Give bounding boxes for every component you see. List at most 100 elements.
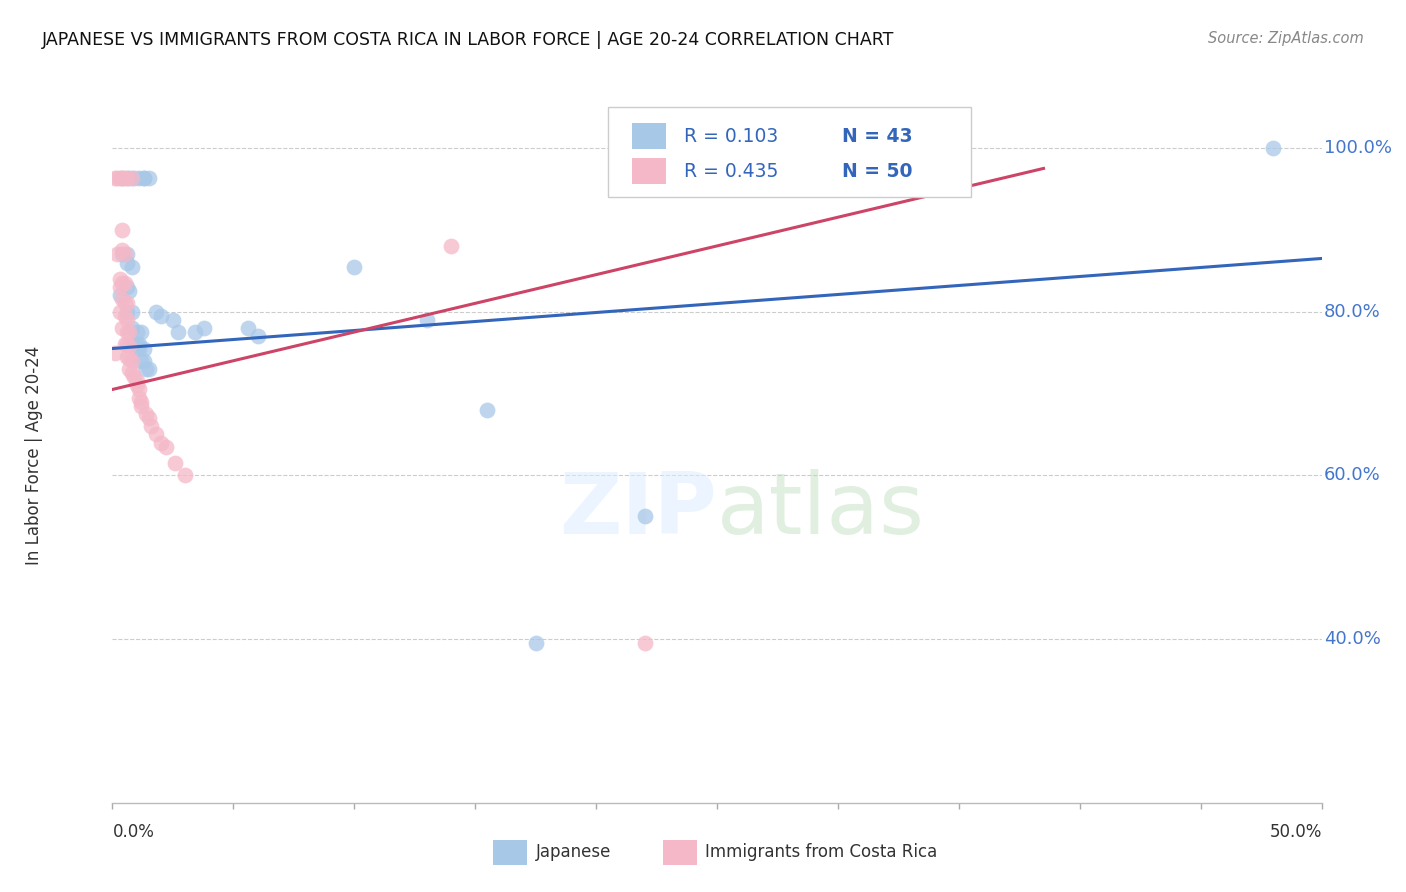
Text: 50.0%: 50.0% — [1270, 823, 1322, 841]
Point — [108, 171, 131, 186]
Point — [633, 636, 655, 650]
Point — [416, 313, 439, 327]
Point — [138, 171, 160, 186]
Point — [193, 321, 215, 335]
Point — [122, 370, 145, 384]
Point — [115, 280, 138, 294]
Point — [105, 247, 128, 261]
Point — [165, 456, 187, 470]
Point — [114, 337, 136, 351]
Text: R = 0.103: R = 0.103 — [685, 127, 779, 145]
Point — [115, 304, 138, 318]
Point — [118, 362, 141, 376]
Point — [111, 293, 134, 307]
FancyBboxPatch shape — [633, 158, 666, 185]
Point — [104, 171, 127, 186]
Point — [246, 329, 269, 343]
Point — [524, 636, 547, 650]
FancyBboxPatch shape — [609, 107, 972, 197]
Point — [141, 419, 163, 434]
Point — [108, 272, 131, 286]
Point — [118, 171, 141, 186]
Point — [121, 304, 143, 318]
Point — [111, 244, 134, 258]
Point — [131, 325, 153, 339]
Point — [131, 394, 153, 409]
Point — [145, 427, 167, 442]
Text: N = 50: N = 50 — [842, 161, 912, 180]
Point — [118, 284, 141, 298]
Point — [138, 411, 160, 425]
Text: R = 0.435: R = 0.435 — [685, 161, 779, 180]
Point — [128, 342, 150, 356]
Point — [135, 407, 157, 421]
Point — [121, 353, 143, 368]
Point — [114, 247, 136, 261]
Text: Source: ZipAtlas.com: Source: ZipAtlas.com — [1208, 31, 1364, 46]
Text: 40.0%: 40.0% — [1324, 630, 1381, 648]
Point — [125, 337, 148, 351]
Point — [111, 321, 134, 335]
Point — [183, 325, 205, 339]
Point — [118, 339, 141, 353]
FancyBboxPatch shape — [494, 840, 527, 865]
Point — [128, 383, 150, 397]
Text: Immigrants from Costa Rica: Immigrants from Costa Rica — [704, 843, 938, 861]
Point — [131, 399, 153, 413]
Point — [135, 362, 157, 376]
Point — [132, 353, 155, 368]
Point — [155, 440, 177, 454]
Point — [115, 350, 138, 364]
Point — [121, 366, 143, 380]
FancyBboxPatch shape — [633, 123, 666, 150]
Point — [115, 171, 138, 186]
Point — [111, 276, 134, 290]
Text: 0.0%: 0.0% — [112, 823, 155, 841]
Point — [149, 309, 172, 323]
Text: 100.0%: 100.0% — [1324, 139, 1392, 157]
Point — [343, 260, 366, 274]
Point — [104, 345, 127, 359]
FancyBboxPatch shape — [662, 840, 696, 865]
Point — [128, 391, 150, 405]
Point — [115, 313, 138, 327]
Point — [108, 304, 131, 318]
Point — [114, 276, 136, 290]
Point — [105, 171, 128, 186]
Point — [121, 260, 143, 274]
Point — [128, 337, 150, 351]
Point — [149, 435, 172, 450]
Point — [132, 342, 155, 356]
Text: Japanese: Japanese — [536, 843, 612, 861]
Point — [111, 171, 134, 186]
Point — [145, 304, 167, 318]
Point — [121, 171, 143, 186]
Point — [125, 378, 148, 392]
Point — [125, 374, 148, 388]
Point — [166, 325, 188, 339]
Point — [138, 362, 160, 376]
Point — [477, 403, 499, 417]
Point — [115, 296, 138, 310]
Point — [115, 247, 138, 261]
Point — [162, 313, 184, 327]
Text: 80.0%: 80.0% — [1324, 302, 1381, 321]
Point — [118, 351, 141, 366]
Point — [236, 321, 259, 335]
Point — [111, 223, 134, 237]
Point — [122, 337, 145, 351]
Point — [108, 280, 131, 294]
Point — [132, 171, 155, 186]
Point — [121, 321, 143, 335]
Point — [114, 309, 136, 323]
Point — [111, 171, 134, 186]
Point — [115, 255, 138, 269]
Text: atlas: atlas — [717, 469, 925, 552]
Point — [115, 337, 138, 351]
Point — [125, 325, 148, 339]
Point — [633, 509, 655, 524]
Point — [114, 296, 136, 310]
Point — [131, 353, 153, 368]
Text: 60.0%: 60.0% — [1324, 467, 1381, 484]
Point — [108, 288, 131, 302]
